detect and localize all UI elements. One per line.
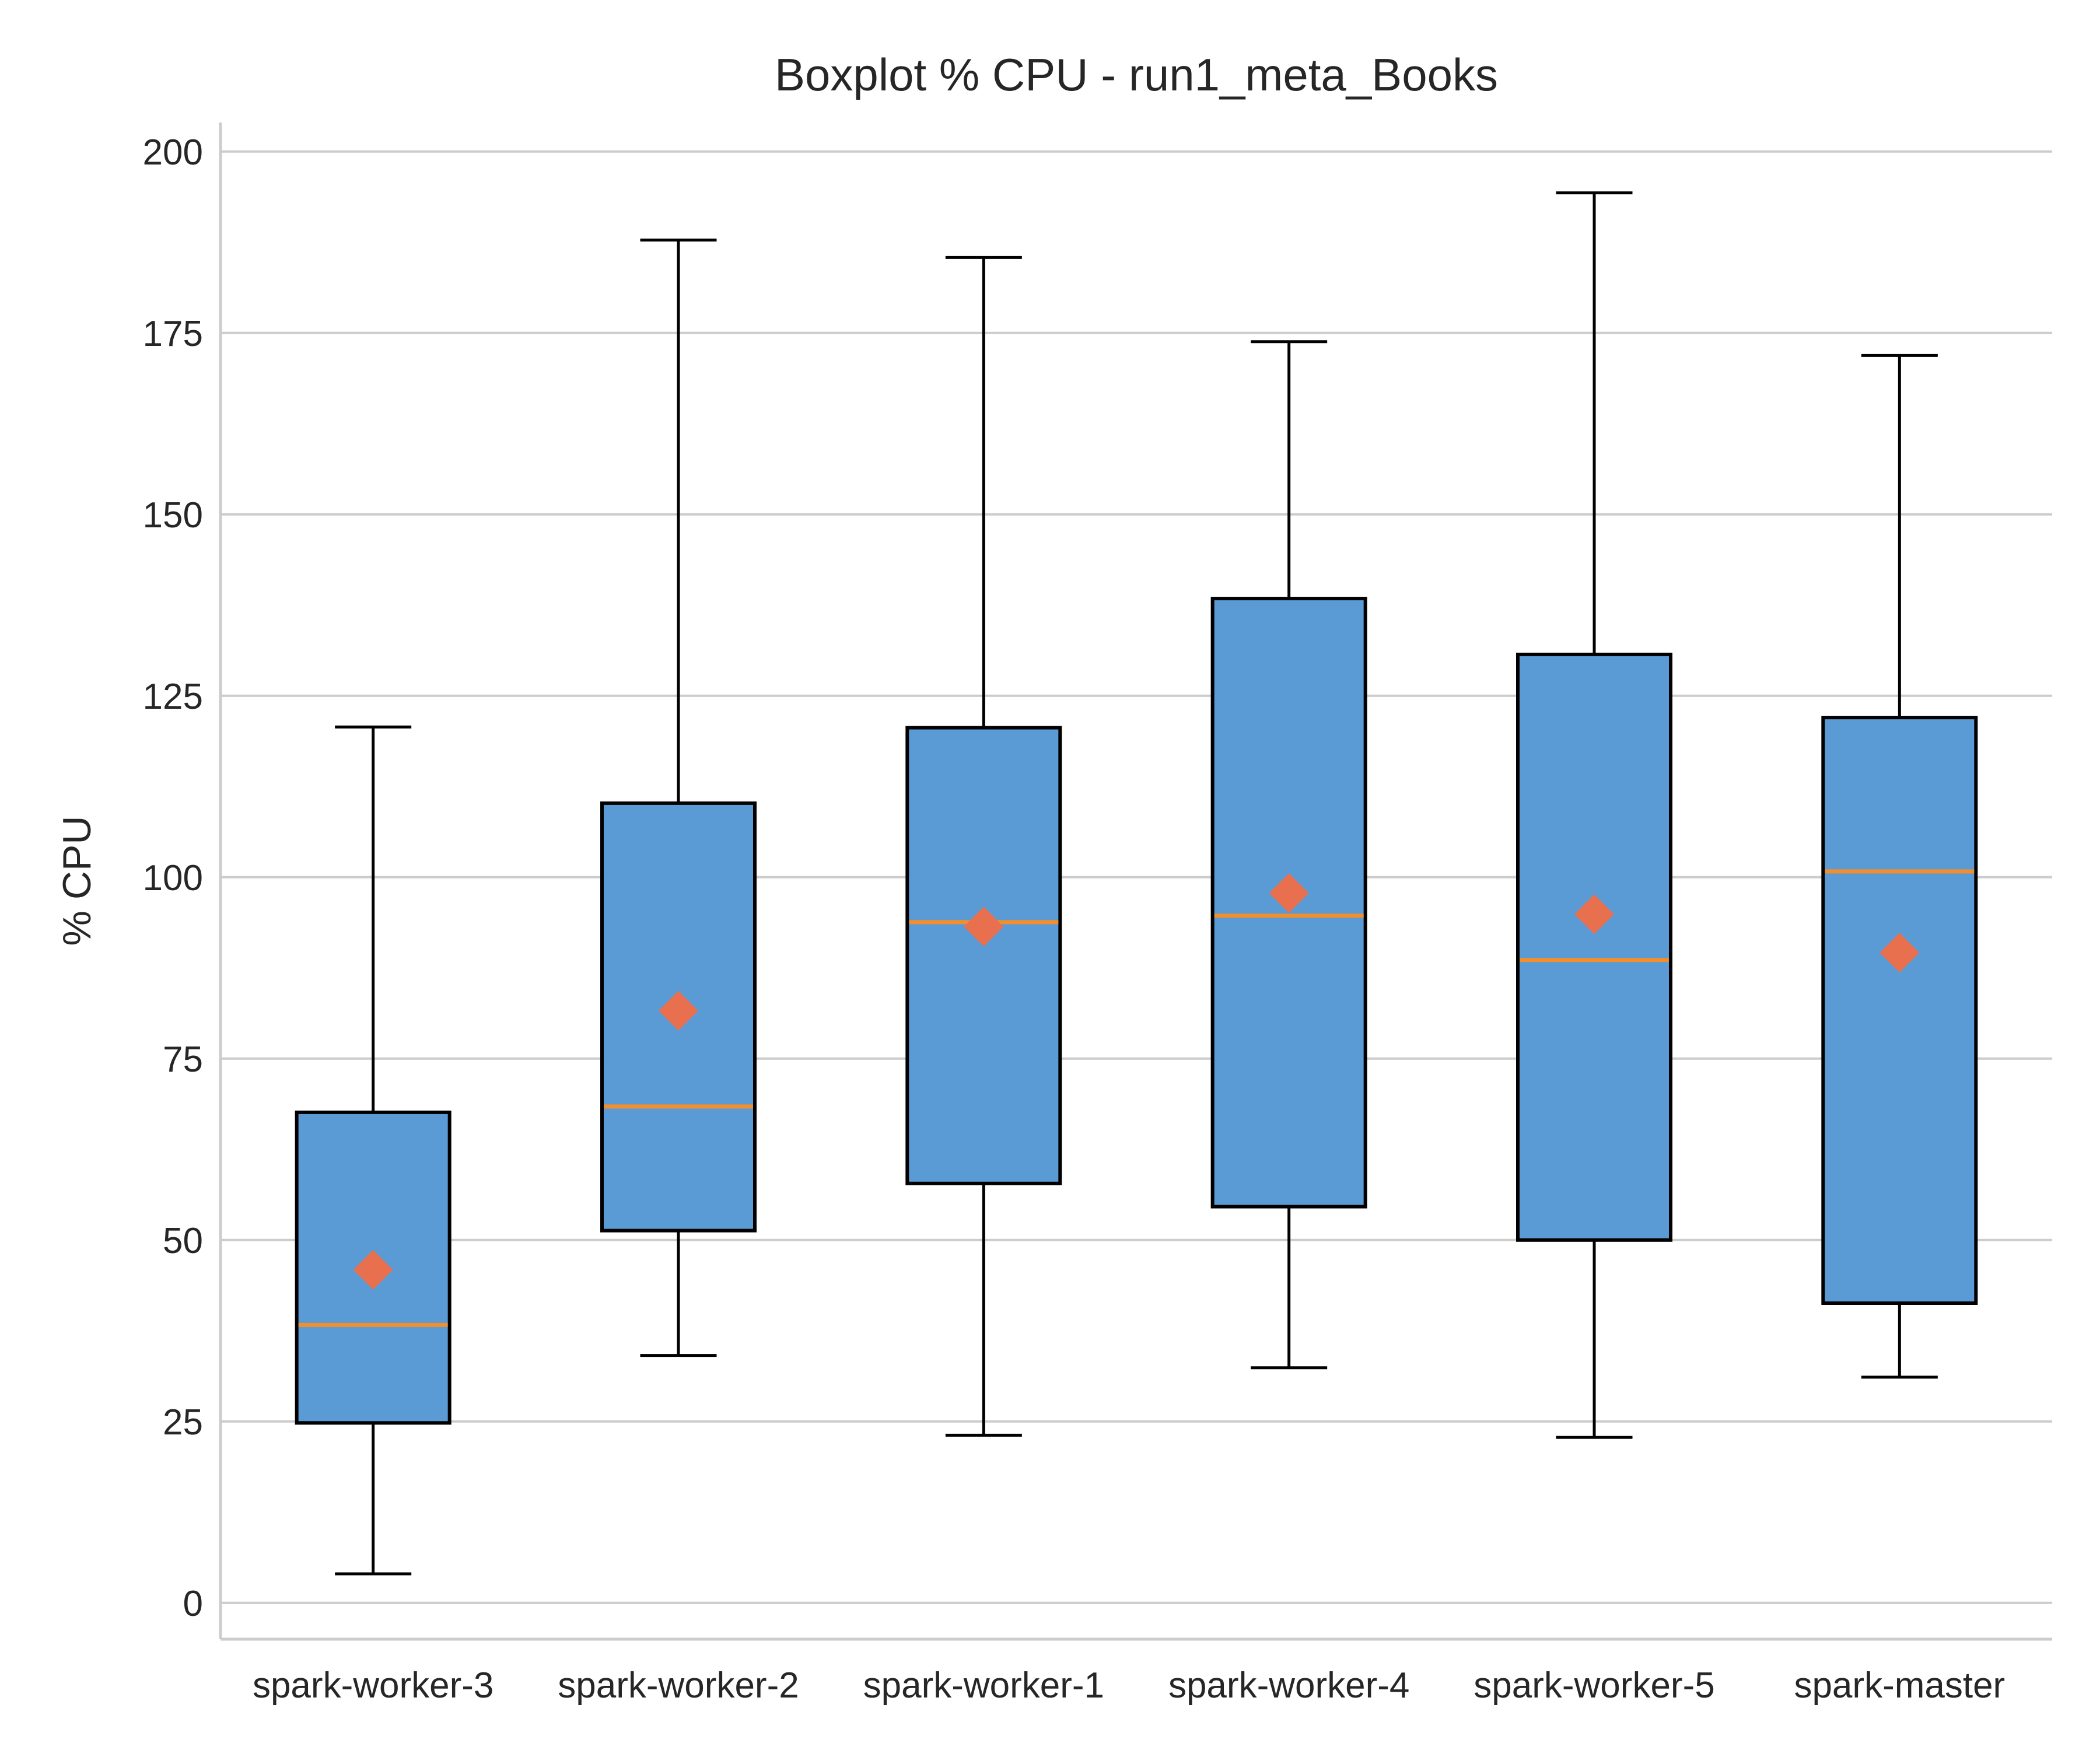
box-iqr <box>1821 716 1978 1306</box>
x-tick-label: spark-worker-2 <box>558 1665 799 1706</box>
y-tick-label: 150 <box>143 495 203 536</box>
axis-layer <box>219 123 2052 1641</box>
y-tick-label: 200 <box>143 132 203 173</box>
tick-label-layer: 0 25 50 75 100 125 150 175 200 spark-worker-3 spar… <box>143 132 2006 1706</box>
mean-marker <box>659 991 698 1031</box>
x-tick-label: spark-worker-4 <box>1168 1665 1409 1706</box>
box-group <box>1821 354 1978 1379</box>
y-tick-label: 175 <box>143 314 203 354</box>
y-tick-label: 75 <box>163 1040 203 1080</box>
box-iqr <box>905 726 1062 1185</box>
x-tick-label: spark-worker-3 <box>253 1665 494 1706</box>
mean-marker <box>964 907 1004 947</box>
y-tick-label: 25 <box>163 1402 203 1443</box>
mean-marker <box>1880 933 1920 973</box>
chart-title: Boxplot % CPU - run1_meta_Books <box>775 49 1498 100</box>
box-group <box>1210 340 1367 1370</box>
y-tick-label: 50 <box>163 1221 203 1261</box>
box-iqr <box>1516 652 1672 1242</box>
y-tick-label: 100 <box>143 858 203 898</box>
box-group <box>295 725 452 1576</box>
mean-marker <box>1269 873 1309 914</box>
mean-marker <box>1574 894 1614 935</box>
x-tick-label: spark-worker-1 <box>863 1665 1104 1706</box>
box-group <box>905 256 1062 1437</box>
mean-marker <box>353 1250 393 1290</box>
grid-layer <box>220 150 2052 1604</box>
x-tick-label: spark-master <box>1794 1665 2005 1706</box>
y-tick-label: 0 <box>183 1584 203 1624</box>
box-group <box>1516 191 1672 1439</box>
y-axis-label: % CPU <box>55 816 99 946</box>
box-group <box>600 239 757 1357</box>
x-tick-label: spark-worker-5 <box>1474 1665 1714 1706</box>
box-layer <box>295 191 1978 1576</box>
y-tick-label: 125 <box>143 677 203 717</box>
